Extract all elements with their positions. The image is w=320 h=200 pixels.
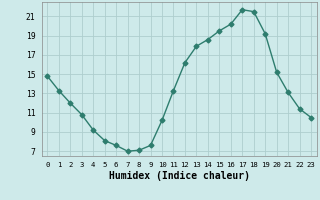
X-axis label: Humidex (Indice chaleur): Humidex (Indice chaleur) — [109, 171, 250, 181]
